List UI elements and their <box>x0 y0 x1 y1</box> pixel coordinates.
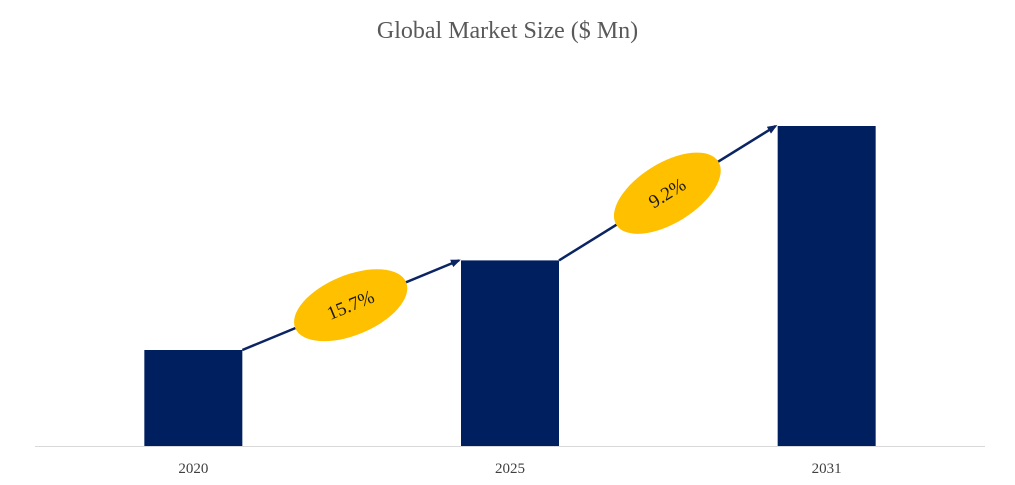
cagr-badge-shape <box>294 269 408 342</box>
chart-title: Global Market Size ($ Mn) <box>376 18 639 44</box>
cagr-badge-shape <box>613 152 721 234</box>
cagr-badge-2: 9.2% <box>613 152 721 234</box>
x-tick-label-2031: 2031 <box>812 461 842 477</box>
bar-2020 <box>144 350 243 446</box>
cagr-badge-1: 15.7% <box>294 269 408 342</box>
x-tick-label-2025: 2025 <box>495 461 525 477</box>
x-tick-label-2020: 2020 <box>178 461 208 477</box>
bar-2031 <box>777 126 876 446</box>
bar-2025 <box>461 260 559 446</box>
